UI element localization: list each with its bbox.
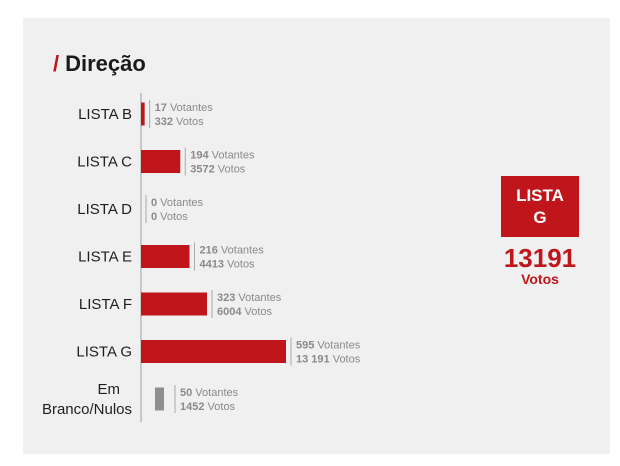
votantes-label: 50 Votantes xyxy=(180,387,239,399)
title-slash: / xyxy=(53,51,60,76)
votos-label: 6004 Votos xyxy=(217,306,273,318)
category-label: LISTA C xyxy=(77,154,132,171)
category-label: LISTA G xyxy=(76,344,132,361)
votos-label: 0 Votos xyxy=(151,211,188,223)
category-label: LISTA E xyxy=(78,249,132,266)
chart-title: / Direção xyxy=(53,51,146,77)
title-text: Direção xyxy=(65,51,146,76)
votantes-label: 216 Votantes xyxy=(200,245,265,257)
bar xyxy=(141,292,207,316)
votantes-label: 17 Votantes xyxy=(155,102,214,114)
category-label: LISTA B xyxy=(78,106,132,123)
votos-label: 332 Votos xyxy=(155,116,204,128)
winner-votes-label: Votos xyxy=(521,271,559,287)
bar xyxy=(155,387,164,411)
votantes-label: 0 Votantes xyxy=(151,197,203,209)
winner-label-line1: LISTA xyxy=(516,185,564,205)
bar xyxy=(141,102,145,126)
votantes-label: 194 Votantes xyxy=(190,150,255,162)
winner-votes: 13191 xyxy=(503,243,577,273)
votos-label: 4413 Votos xyxy=(200,259,256,271)
bar xyxy=(141,340,286,363)
votantes-label: 595 Votantes xyxy=(296,340,361,352)
category-label: LISTA F xyxy=(79,296,132,313)
winner-box: LISTA G xyxy=(501,176,579,237)
votos-label: 13 191 Votos xyxy=(296,354,361,366)
category-label: LISTA D xyxy=(77,201,132,218)
votos-label: 1452 Votos xyxy=(180,401,236,413)
bar xyxy=(141,245,190,268)
votos-label: 3572 Votos xyxy=(190,164,246,176)
winner-label-line2: G xyxy=(533,207,547,227)
votantes-label: 323 Votantes xyxy=(217,292,282,304)
category-label: Em Branco/Nulos xyxy=(42,381,132,418)
bar xyxy=(141,150,181,173)
